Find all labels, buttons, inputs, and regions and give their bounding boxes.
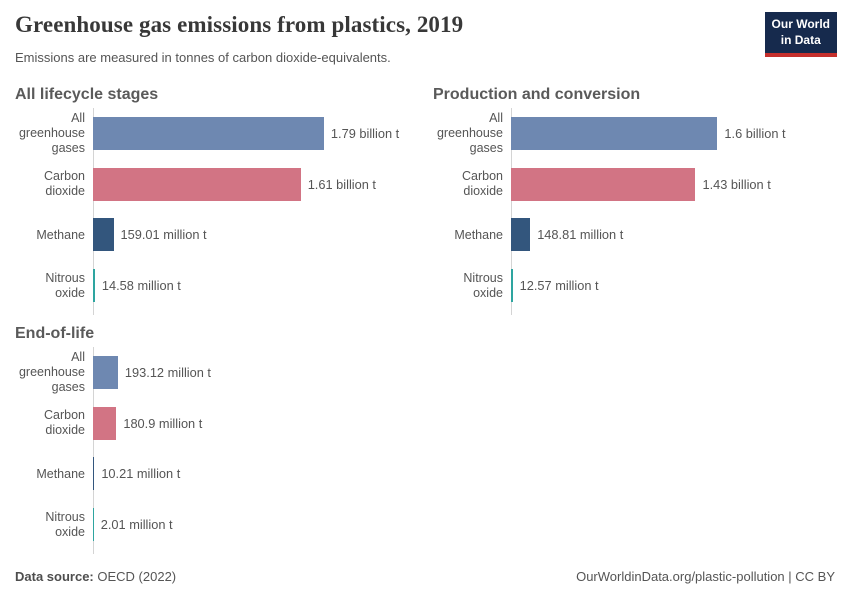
bar[interactable] (93, 116, 324, 150)
value-label: 148.81 million t (537, 227, 624, 243)
category-label: Carbon dioxide (44, 169, 85, 199)
credit-link[interactable]: OurWorldinData.org/plastic-pollution | C… (576, 569, 835, 584)
bar-zone: 1.43 billion t (511, 167, 837, 201)
category-label: All greenhouse gases (18, 350, 85, 394)
bar-row: Carbon dioxide 1.43 billion t (433, 159, 837, 210)
value-label: 12.57 million t (519, 278, 599, 294)
value-label: 180.9 million t (123, 415, 203, 431)
value-label: 193.12 million t (124, 364, 211, 380)
bar-row: Methane 159.01 million t (15, 210, 419, 261)
bar-row: Methane 10.21 million t (15, 449, 419, 500)
value-label: 2.01 million t (100, 517, 173, 533)
bar-zone: 2.01 million t (93, 508, 419, 542)
bar[interactable] (93, 218, 114, 252)
panel-title: Production and conversion (433, 86, 641, 103)
owid-logo-line2: in Data (780, 32, 821, 47)
bar-row: Methane 148.81 million t (433, 210, 837, 261)
axis-line (93, 347, 94, 554)
bar-zone: 12.57 million t (511, 269, 837, 303)
data-source-value: OECD (2022) (97, 569, 177, 584)
category-label: Methane (454, 227, 503, 242)
category-label: All greenhouse gases (18, 111, 85, 155)
chart-panel: All lifecycle stages All greenhouse gase… (15, 86, 419, 315)
value-label: 1.61 billion t (307, 176, 376, 192)
value-label: 1.43 billion t (702, 176, 771, 192)
bar[interactable] (511, 269, 513, 303)
bar-zone: 1.6 billion t (511, 116, 837, 150)
bar[interactable] (511, 218, 531, 252)
value-label: 1.79 billion t (330, 125, 400, 141)
bar-zone: 159.01 million t (93, 218, 419, 252)
owid-logo-line1: Our World (771, 17, 830, 31)
bar-zone: 180.9 million t (93, 406, 419, 440)
value-label: 10.21 million t (101, 466, 181, 482)
bar-zone: 148.81 million t (511, 218, 837, 252)
bar-zone: 10.21 million t (93, 457, 419, 491)
category-label: Carbon dioxide (462, 169, 503, 199)
bar-zone: 1.79 billion t (93, 116, 419, 150)
bar-row: Nitrous oxide 14.58 million t (15, 260, 419, 311)
panel-rows: All greenhouse gases 1.6 billion t Carbo… (433, 108, 837, 315)
category-label: Carbon dioxide (44, 408, 85, 438)
bar-row: All greenhouse gases 1.79 billion t (15, 108, 419, 159)
bar[interactable] (93, 406, 117, 440)
bar-row: All greenhouse gases 193.12 million t (15, 347, 419, 398)
bar[interactable] (93, 457, 95, 491)
chart-panel: Production and conversion All greenhouse… (433, 86, 837, 315)
panel-title: End-of-life (15, 325, 95, 342)
bar-row: Nitrous oxide 2.01 million t (15, 499, 419, 550)
chart-panel: End-of-life All greenhouse gases 193.12 … (15, 325, 419, 554)
data-source: Data source: OECD (2022) (15, 569, 176, 584)
bar-zone: 1.61 billion t (93, 167, 419, 201)
panel-rows: All greenhouse gases 1.79 billion t Carb… (15, 108, 419, 315)
axis-line (93, 108, 94, 315)
category-label: Methane (36, 227, 85, 242)
bar-row: Carbon dioxide 180.9 million t (15, 398, 419, 449)
axis-line (511, 108, 512, 315)
bar[interactable] (93, 355, 118, 389)
category-label: Methane (36, 466, 85, 481)
chart-subtitle: Emissions are measured in tonnes of carb… (15, 50, 391, 65)
value-label: 159.01 million t (120, 227, 207, 243)
bar[interactable] (511, 116, 718, 150)
data-source-label: Data source: (15, 569, 94, 584)
category-label: All greenhouse gases (436, 111, 503, 155)
page-title: Greenhouse gas emissions from plastics, … (15, 12, 464, 37)
bar[interactable] (511, 167, 696, 201)
panel-rows: All greenhouse gases 193.12 million t Ca… (15, 347, 419, 554)
bar[interactable] (93, 167, 301, 201)
panel-title: All lifecycle stages (15, 86, 159, 103)
bar-zone: 14.58 million t (93, 269, 419, 303)
bar[interactable] (93, 508, 94, 542)
category-label: Nitrous oxide (45, 270, 85, 300)
bar-row: Carbon dioxide 1.61 billion t (15, 159, 419, 210)
value-label: 14.58 million t (101, 278, 181, 294)
owid-logo[interactable]: Our World in Data (764, 12, 837, 58)
bar-zone: 193.12 million t (93, 355, 419, 389)
category-label: Nitrous oxide (45, 509, 85, 539)
bar-row: All greenhouse gases 1.6 billion t (433, 108, 837, 159)
bar[interactable] (93, 269, 95, 303)
value-label: 1.6 billion t (724, 125, 786, 141)
category-label: Nitrous oxide (463, 270, 503, 300)
bar-row: Nitrous oxide 12.57 million t (433, 260, 837, 311)
